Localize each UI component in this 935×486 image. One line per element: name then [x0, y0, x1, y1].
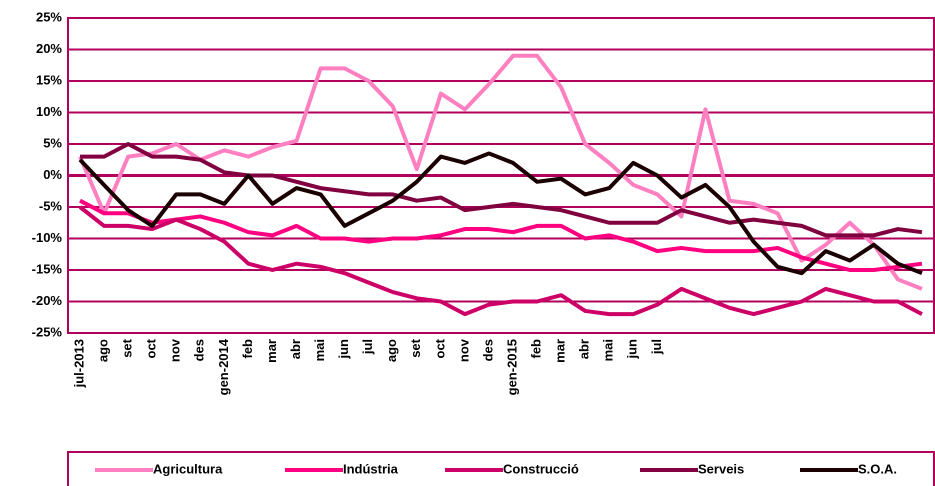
x-tick-label: set — [408, 338, 423, 357]
series-line — [78, 205, 923, 317]
x-tick-label: mar — [264, 339, 279, 363]
y-tick-label: -20% — [32, 293, 63, 308]
y-tick-label: 0% — [43, 167, 62, 182]
x-tick-label: jun — [336, 339, 351, 360]
y-tick-label: 20% — [36, 41, 62, 56]
y-tick-label: 15% — [36, 72, 62, 87]
x-tick-label: feb — [240, 339, 255, 359]
x-tick-label: mai — [312, 339, 327, 361]
x-tick-label: abr — [288, 339, 303, 359]
x-tick-label: jul — [360, 339, 375, 355]
x-tick-label: gen-2015 — [504, 339, 519, 395]
legend-label: S.O.A. — [858, 461, 897, 476]
series-line — [78, 151, 923, 276]
legend-label: Serveis — [698, 461, 744, 476]
plot-border — [67, 17, 935, 334]
y-tick-label: 25% — [36, 9, 62, 24]
x-tick-label: gen-2014 — [216, 338, 231, 395]
x-tick-label: oct — [144, 338, 159, 358]
legend-label: Agricultura — [153, 461, 223, 476]
x-tick-label: oct — [432, 338, 447, 358]
x-tick-label: jul — [649, 339, 664, 355]
y-tick-label: -15% — [32, 261, 63, 276]
y-tick-label: 5% — [43, 135, 62, 150]
x-tick-label: jun — [625, 339, 640, 360]
x-tick-label: ago — [384, 339, 399, 362]
series-line — [80, 142, 923, 238]
series-line — [78, 53, 923, 291]
x-tick-label: mai — [601, 339, 616, 361]
x-tick-label: ago — [96, 339, 111, 362]
series-line — [79, 198, 923, 272]
legend-label: Indústria — [343, 461, 399, 476]
x-tick-label: set — [120, 338, 135, 357]
x-tick-label: nov — [456, 338, 471, 362]
x-tick-label: jul-2013 — [71, 339, 86, 388]
x-tick-label: mar — [553, 339, 568, 363]
x-tick-label: des — [480, 339, 495, 361]
y-tick-label: -5% — [39, 198, 63, 213]
y-tick-label: -25% — [32, 324, 63, 339]
x-tick-label: feb — [529, 339, 544, 359]
y-tick-label: 10% — [36, 104, 62, 119]
x-tick-label: des — [192, 339, 207, 361]
legend-label: Construcció — [503, 461, 579, 476]
x-tick-label: nov — [168, 338, 183, 362]
y-tick-label: -10% — [32, 230, 63, 245]
x-tick-label: abr — [577, 339, 592, 359]
